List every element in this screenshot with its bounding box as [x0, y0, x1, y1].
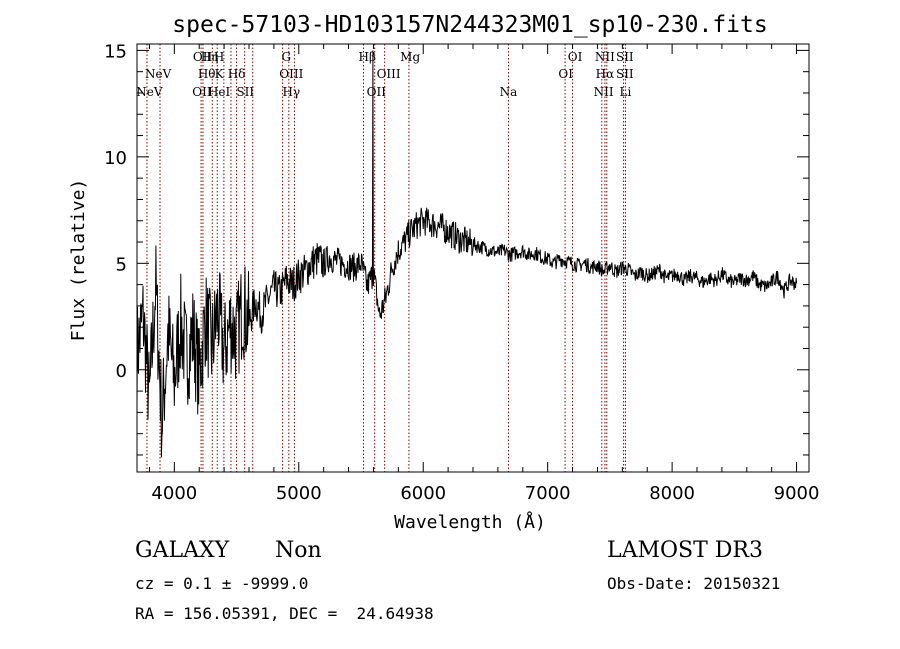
line-label-7: Hδ [228, 67, 246, 81]
y-tick-label-5: 5 [116, 254, 127, 275]
line-label-0: NeV [136, 85, 163, 99]
line-label-10: SII [236, 85, 254, 99]
line-label-26: Li [620, 85, 632, 99]
x-tick-label-6000: 6000 [400, 483, 446, 504]
line-label-18: Na [500, 85, 518, 99]
y-axis-label: Flux (relative) [68, 179, 89, 342]
line-label-5: Hθ [198, 67, 216, 81]
line-label-14: Hβ [359, 50, 376, 64]
line-label-13: Hγ [282, 85, 300, 99]
line-label-22: SII [616, 50, 634, 64]
spectrum-line [136, 50, 798, 458]
ra-dec-readout: RA = 156.05391, DEC = 24.64938 [135, 604, 434, 623]
y-tick-label-10: 10 [104, 148, 127, 169]
line-label-3: Hη [201, 50, 219, 64]
line-label-19: OI [568, 50, 583, 64]
x-tick-label-8000: 8000 [649, 483, 695, 504]
cz-readout: cz = 0.1 ± -9999.0 [135, 574, 309, 593]
spectrum-series [136, 50, 798, 458]
x-axis: 4000 5000 6000 7000 8000 9000 [148, 44, 820, 504]
plot-frame [136, 43, 810, 473]
x-tick-label-9000: 9000 [774, 483, 820, 504]
line-label-17: Mg [400, 50, 420, 64]
emission-line-markers [146, 44, 626, 472]
x-axis-label: Wavelength (Å) [394, 511, 546, 533]
y-tick-label-15: 15 [104, 41, 127, 62]
line-label-6: K [215, 67, 225, 81]
class-label: GALAXY [135, 538, 230, 563]
x-tick-label-5000: 5000 [276, 483, 322, 504]
chart-title: spec-57103-HD103157N244323M01_sp10-230.f… [172, 12, 767, 38]
line-label-8: OII [192, 85, 212, 99]
line-label-16: OII [367, 85, 387, 99]
x-tick-label-4000: 4000 [151, 483, 197, 504]
y-axis: 0 5 10 15 [104, 41, 809, 456]
subclass-label: Non [275, 538, 322, 563]
line-label-25: NII [594, 85, 614, 99]
line-label-23: Hα [596, 67, 615, 81]
line-label-20: OI [558, 67, 573, 81]
line-label-4: H [214, 50, 224, 64]
y-tick-label-0: 0 [116, 361, 127, 382]
line-label-15: OIII [377, 67, 401, 81]
line-label-9: HeI [208, 85, 231, 99]
obs-date: Obs-Date: 20150321 [607, 574, 781, 593]
line-label-11: G [282, 50, 292, 64]
line-label-24: SII [616, 67, 634, 81]
line-label-12: OIII [279, 67, 303, 81]
line-label-21: NII [595, 50, 615, 64]
line-label-1: NeV [145, 67, 172, 81]
line-label-2: OII [193, 50, 213, 64]
x-tick-label-7000: 7000 [525, 483, 571, 504]
survey-label: LAMOST DR3 [607, 538, 763, 563]
